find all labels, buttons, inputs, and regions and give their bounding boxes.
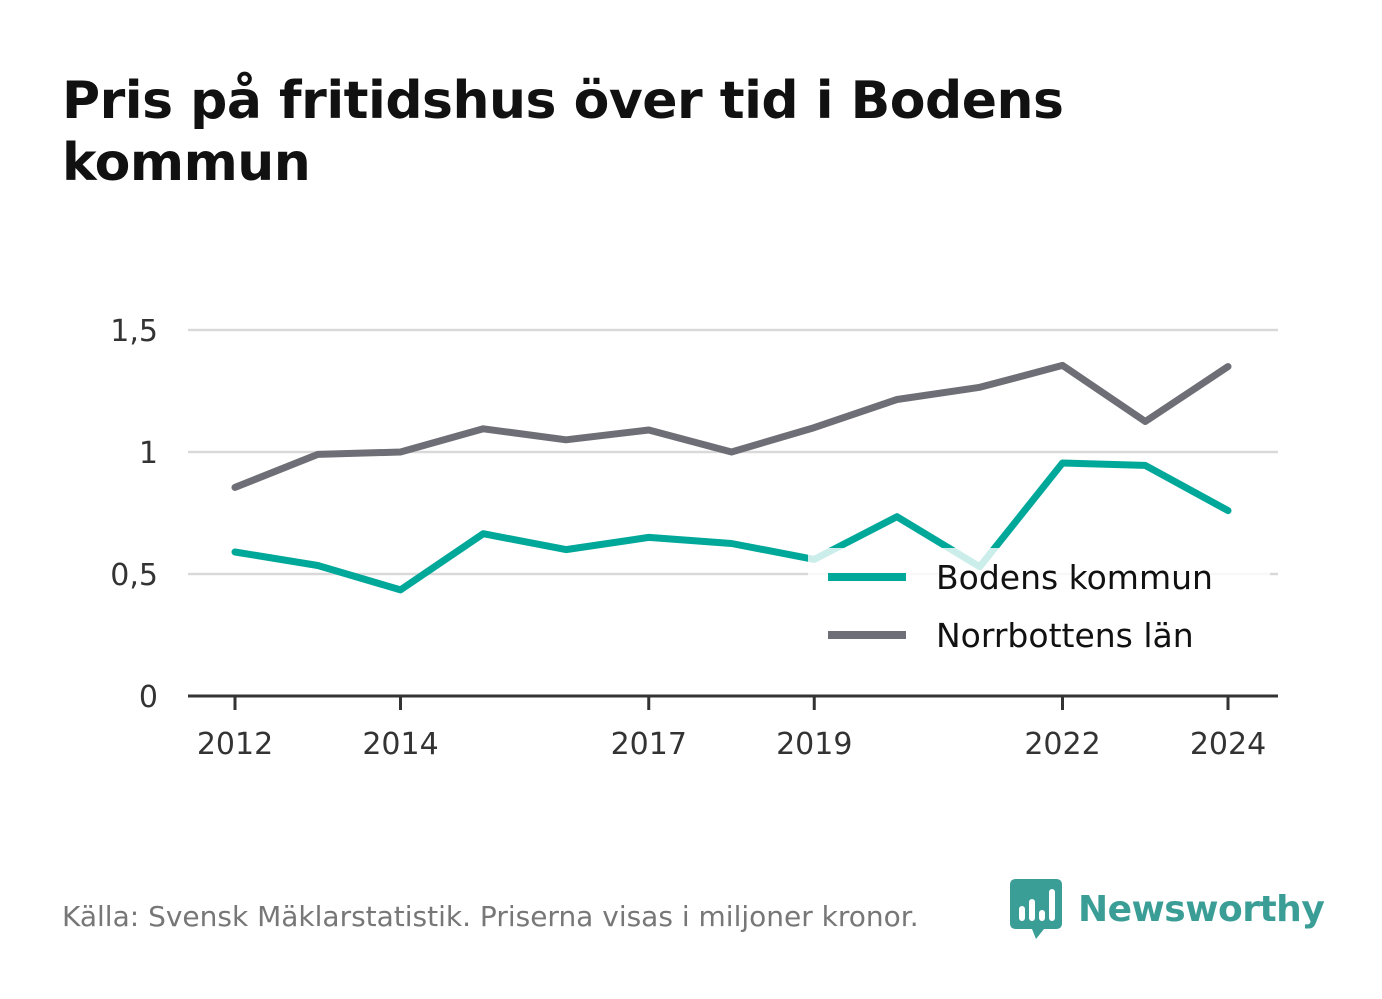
series-lines: [231, 361, 1232, 594]
source-note: Källa: Svensk Mäklarstatistik. Priserna …: [62, 900, 919, 933]
x-tick-label: 2024: [1190, 727, 1266, 762]
legend-background: [808, 548, 1270, 666]
y-tick-label: 1,5: [110, 314, 158, 349]
series-line-norrbottens-lan: [231, 361, 1232, 491]
legend-backdrop: [808, 548, 1270, 666]
axes: 0 0,5 1 1,5 2012 2014 2017 2019 2022 2024: [110, 314, 1278, 762]
x-tick-label: 2019: [776, 727, 852, 762]
bar-chart-speech-bubble-icon: [1010, 879, 1062, 939]
y-tick-label: 0: [139, 680, 158, 715]
x-tick-label: 2012: [197, 727, 273, 762]
series-line-bodens-kommun: [231, 459, 1232, 594]
legend-label: Bodens kommun: [936, 558, 1213, 597]
legend: Bodens kommun Norrbottens län: [828, 558, 1213, 655]
y-tick-label: 0,5: [110, 558, 158, 593]
x-tick-label: 2022: [1024, 727, 1100, 762]
chart-title: Pris på fritidshus över tid i Bodens kom…: [62, 71, 1064, 193]
x-tick-label: 2014: [362, 727, 438, 762]
brand-logo: Newsworthy: [1010, 878, 1325, 940]
x-tick-label: 2017: [611, 727, 687, 762]
legend-label: Norrbottens län: [936, 616, 1194, 655]
y-tick-label: 1: [139, 436, 158, 471]
brand-name: Newsworthy: [1078, 888, 1325, 930]
